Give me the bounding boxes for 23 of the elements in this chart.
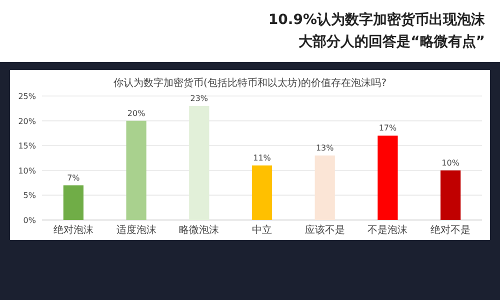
y-tick-label: 10% xyxy=(18,166,36,176)
x-tick-label: 略微泡沫 xyxy=(179,224,220,236)
x-tick-label: 适度泡沫 xyxy=(116,224,156,236)
data-label: 10% xyxy=(442,158,460,168)
y-tick-label: 15% xyxy=(18,142,36,151)
y-tick-label: 5% xyxy=(23,191,36,200)
text: 你认为数字加密货币(包括比特币和以太坊)的价值存在泡沫吗? xyxy=(113,77,387,89)
x-tick-label: 绝对不是 xyxy=(430,224,471,236)
data-label: 23% xyxy=(190,94,208,103)
data-label: 7% xyxy=(67,173,80,182)
y-tick-label: 25% xyxy=(18,92,36,101)
data-label: 20% xyxy=(127,108,146,118)
data-label: 13% xyxy=(316,144,334,153)
data-label: 17% xyxy=(378,124,398,133)
y-tick-label: 20% xyxy=(18,116,36,126)
x-tick-label: 应该不是 xyxy=(304,224,345,236)
x-tick-label: 中立 xyxy=(252,224,272,236)
chart-subtitle: 大部分人的回答是“略微有点” xyxy=(298,33,485,50)
data-label: 11% xyxy=(253,153,272,162)
chart-title: 10.9%认为数字加密货币出现泡沫 xyxy=(268,11,486,28)
x-tick-label: 绝对泡沫 xyxy=(53,224,94,236)
y-tick-label: 0% xyxy=(23,216,36,225)
x-tick-label: 不是泡沫 xyxy=(368,224,408,236)
